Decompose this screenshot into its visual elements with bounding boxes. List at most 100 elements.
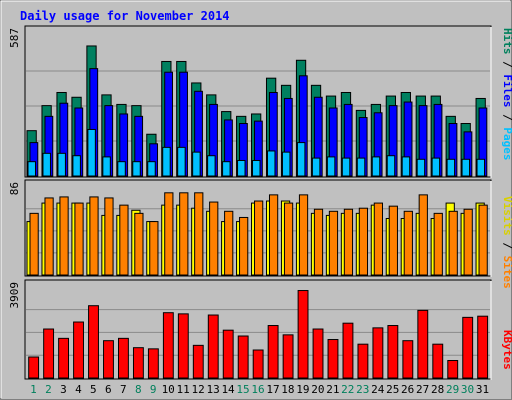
day-label-16: 16 — [251, 383, 264, 396]
day-label-28: 28 — [431, 383, 444, 396]
sites-bar-27 — [418, 194, 428, 276]
kbytes-legend: KBytes — [501, 330, 512, 370]
visits-sites-legend: Visits / Sites — [501, 196, 512, 289]
pages-bar-30 — [461, 158, 471, 177]
day-label-14: 14 — [221, 383, 235, 396]
kbytes-bar-27 — [417, 309, 429, 379]
sites-bar-25 — [388, 205, 398, 276]
day-label-10: 10 — [162, 383, 175, 396]
sites-bar-29 — [448, 210, 458, 276]
kbytes-bar-12 — [192, 344, 204, 379]
day-label-5: 5 — [90, 383, 97, 396]
sites-bar-6 — [104, 197, 114, 276]
day-label-15: 15 — [236, 383, 249, 396]
day-label-18: 18 — [281, 383, 294, 396]
legend-hits: Hits — [501, 28, 512, 55]
sites-bar-8 — [134, 212, 144, 276]
sites-bar-16 — [254, 200, 264, 276]
pages-bar-15 — [237, 159, 246, 177]
day-label-26: 26 — [401, 383, 414, 396]
pages-bar-4 — [72, 155, 81, 177]
day-labels: 1 2 3 4 5 6 7 8 9 10 11 12 13 14 15 16 17 18 19 20 21 22 23 24 2… — [30, 383, 489, 396]
kbytes-bar-10 — [162, 312, 174, 379]
kbytes-bar-14 — [222, 329, 234, 379]
pages-bar-24 — [371, 156, 381, 177]
pages-bar-8 — [132, 161, 141, 177]
pages-bar-12 — [192, 151, 201, 177]
day-label-23: 23 — [356, 383, 369, 396]
kbytes-bar-17 — [267, 325, 279, 379]
kbytes-bar-20 — [312, 328, 324, 379]
pages-bar-19 — [296, 142, 306, 177]
pages-bar-9 — [147, 161, 156, 177]
day-label-6: 6 — [105, 383, 112, 396]
sites-bar-13 — [209, 201, 219, 276]
pages-bar-2 — [42, 152, 51, 177]
pages-bar-29 — [446, 158, 456, 177]
sites-bar-31 — [478, 204, 488, 276]
pages-bar-20 — [311, 157, 321, 177]
kbytes-bar-18 — [282, 334, 294, 379]
kbytes-bar-3 — [58, 337, 70, 379]
kbytes-bar-7 — [118, 337, 129, 379]
legend-sep-1: / — [501, 55, 512, 75]
sites-bar-5 — [89, 196, 99, 276]
kbytes-bar-21 — [327, 339, 339, 379]
pages-bar-6 — [102, 156, 111, 177]
pages-bar-3 — [57, 152, 66, 177]
kbytes-bar-24 — [372, 327, 384, 379]
legend-sites: Sites — [501, 256, 512, 289]
kbytes-bar-13 — [207, 314, 219, 379]
pages-bar-23 — [356, 157, 366, 177]
day-label-29: 29 — [446, 383, 459, 396]
kbytes-bar-15 — [237, 335, 249, 379]
pages-bar-18 — [281, 151, 291, 177]
sites-bar-24 — [373, 202, 383, 276]
kbytes-bar-8 — [132, 347, 144, 379]
kbytes-bar-4 — [73, 321, 84, 379]
pages-bar-7 — [117, 161, 126, 177]
pages-bar-16 — [252, 159, 261, 177]
pages-bar-28 — [431, 157, 441, 177]
kbytes-bar-29 — [447, 360, 459, 379]
pages-bar-17 — [266, 150, 276, 177]
kbytes-bar-16 — [252, 349, 264, 379]
sites-bar-11 — [179, 192, 189, 276]
pages-bar-13 — [207, 155, 216, 177]
kbytes-bar-6 — [103, 340, 114, 379]
day-label-9: 9 — [150, 383, 157, 396]
day-label-12: 12 — [192, 383, 205, 396]
legend-files: Files — [501, 74, 512, 107]
pages-bar-14 — [222, 161, 231, 177]
kbytes-bar-30 — [462, 316, 474, 379]
sites-bar-3 — [59, 196, 69, 276]
sites-bar-9 — [149, 221, 159, 276]
sites-bar-7 — [119, 204, 129, 276]
pages-bar-31 — [476, 158, 486, 177]
chart-title: Daily usage for November 2014 — [20, 9, 230, 23]
sites-bar-1 — [29, 212, 39, 276]
pages-bar-10 — [162, 146, 171, 177]
day-label-24: 24 — [371, 383, 385, 396]
kbytes-bar-31 — [477, 315, 489, 379]
hits-ymax-label: 587 — [8, 28, 21, 48]
pages-bar-22 — [341, 157, 351, 177]
day-label-4: 4 — [75, 383, 82, 396]
sites-bar-18 — [283, 202, 294, 276]
day-label-11: 11 — [177, 383, 190, 396]
sites-bar-20 — [313, 208, 324, 276]
sites-bar-17 — [268, 194, 279, 276]
kbytes-bar-11 — [177, 313, 189, 379]
day-label-27: 27 — [416, 383, 429, 396]
day-label-13: 13 — [206, 383, 219, 396]
sites-bar-19 — [298, 194, 309, 276]
pages-bar-21 — [326, 156, 336, 177]
kbytes-bar-22 — [342, 322, 354, 379]
sites-bar-28 — [433, 212, 443, 276]
day-label-3: 3 — [60, 383, 67, 396]
sites-bar-26 — [403, 210, 413, 276]
kbytes-bar-19 — [297, 290, 309, 379]
sites-bar-2 — [44, 197, 54, 276]
